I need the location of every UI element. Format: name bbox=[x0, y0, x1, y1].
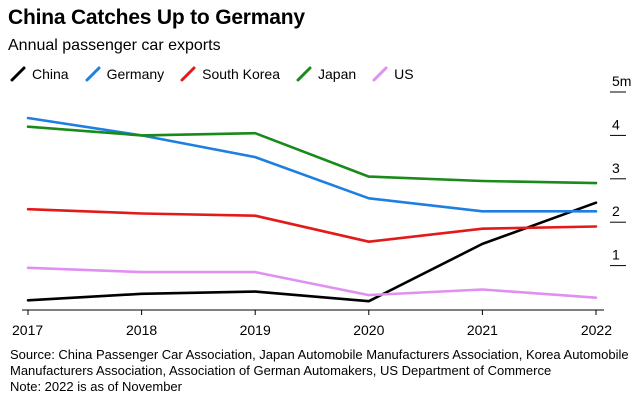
legend-swatch-line bbox=[296, 66, 312, 82]
legend-swatch-line bbox=[372, 66, 388, 82]
legend-item-germany: Germany bbox=[85, 66, 165, 82]
series-line-us bbox=[26, 266, 598, 300]
legend-swatch-us bbox=[372, 66, 388, 82]
series-line-china bbox=[26, 201, 598, 303]
footnote: Note: 2022 is as of November bbox=[10, 379, 182, 394]
x-tick-label: 2018 bbox=[126, 322, 157, 338]
legend-swatch-line bbox=[10, 66, 26, 82]
x-tick-label: 2021 bbox=[467, 322, 498, 338]
chart-title: China Catches Up to Germany bbox=[8, 6, 305, 29]
line-chart: 2017 2018 2019 2020 2021 2022 1 2 3 4 5m bbox=[12, 73, 631, 338]
legend-swatch-line bbox=[180, 66, 196, 82]
legend-label: China bbox=[32, 66, 69, 82]
y-tick-label: 1 bbox=[612, 247, 620, 263]
legend-label: South Korea bbox=[202, 66, 281, 82]
legend-item-us: US bbox=[372, 66, 414, 82]
x-tick-label: 2019 bbox=[240, 322, 271, 338]
legend-swatch-germany bbox=[85, 66, 101, 82]
legend-item-japan: Japan bbox=[296, 66, 356, 82]
y-tick-label: 2 bbox=[612, 203, 620, 219]
y-tick-label: 5m bbox=[612, 73, 631, 89]
series-line-japan bbox=[26, 125, 598, 185]
x-tick-label: 2017 bbox=[12, 322, 43, 338]
series-line-germany bbox=[26, 116, 598, 213]
y-tick-label: 4 bbox=[612, 116, 620, 132]
legend-swatch-line bbox=[85, 66, 101, 82]
chart-footer: Source: China Passenger Car Association,… bbox=[10, 347, 630, 395]
x-tick-label: 2022 bbox=[581, 322, 612, 338]
legend-item-south-korea: South Korea bbox=[180, 66, 280, 82]
chart-subtitle: Annual passenger car exports bbox=[8, 37, 221, 54]
legend-swatch-japan bbox=[296, 66, 312, 82]
source-note: Source: China Passenger Car Association,… bbox=[10, 347, 629, 378]
legend-swatch-south-korea bbox=[180, 66, 196, 82]
legend-item-china: China bbox=[10, 66, 69, 82]
chart-legend: China Germany South Korea Japan US bbox=[10, 64, 430, 84]
legend-swatch-china bbox=[10, 66, 26, 82]
y-tick-label: 3 bbox=[612, 160, 620, 176]
legend-label: US bbox=[394, 66, 414, 82]
x-tick-label: 2020 bbox=[353, 322, 384, 338]
legend-label: Japan bbox=[318, 66, 357, 82]
legend-label: Germany bbox=[106, 66, 165, 82]
series-line-south-korea bbox=[26, 207, 598, 243]
